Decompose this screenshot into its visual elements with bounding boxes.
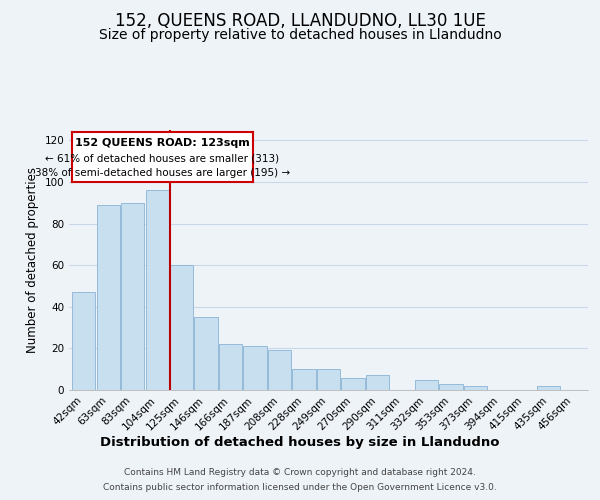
Text: Contains public sector information licensed under the Open Government Licence v3: Contains public sector information licen… [103, 483, 497, 492]
Bar [317, 369, 340, 390]
Y-axis label: Number of detached properties: Number of detached properties [26, 167, 39, 353]
Bar [464, 386, 487, 390]
Bar [415, 380, 438, 390]
Bar [121, 203, 144, 390]
Bar [268, 350, 291, 390]
Text: Contains HM Land Registry data © Crown copyright and database right 2024.: Contains HM Land Registry data © Crown c… [124, 468, 476, 477]
Bar [537, 386, 560, 390]
Bar [439, 384, 463, 390]
Bar [366, 376, 389, 390]
Bar [341, 378, 365, 390]
Bar [170, 265, 193, 390]
Text: Size of property relative to detached houses in Llandudno: Size of property relative to detached ho… [98, 28, 502, 42]
Text: 152 QUEENS ROAD: 123sqm: 152 QUEENS ROAD: 123sqm [75, 138, 250, 148]
Bar [219, 344, 242, 390]
Bar [244, 346, 266, 390]
Bar [292, 369, 316, 390]
Text: 152, QUEENS ROAD, LLANDUDNO, LL30 1UE: 152, QUEENS ROAD, LLANDUDNO, LL30 1UE [115, 12, 485, 30]
Text: 38% of semi-detached houses are larger (195) →: 38% of semi-detached houses are larger (… [35, 168, 290, 178]
Text: ← 61% of detached houses are smaller (313): ← 61% of detached houses are smaller (31… [45, 153, 280, 163]
Bar [72, 292, 95, 390]
Bar [97, 205, 120, 390]
Bar [146, 190, 169, 390]
Bar [194, 317, 218, 390]
Text: Distribution of detached houses by size in Llandudno: Distribution of detached houses by size … [100, 436, 500, 449]
